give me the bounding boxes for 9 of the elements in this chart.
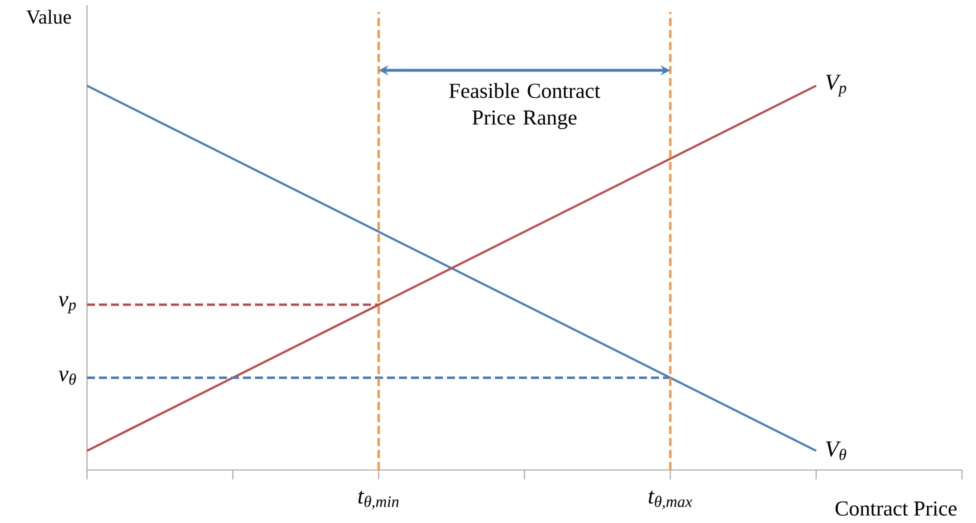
y-axis-title: Value <box>26 10 71 24</box>
annotation: Feasible Contract Price Range <box>449 83 600 130</box>
series-label: v$_{p}$ <box>58 296 76 314</box>
text: t$_{θ,min}$ <box>358 490 399 510</box>
text: t$_{θ,max}$ <box>648 490 692 510</box>
x-axis-title: Contract Price <box>836 501 957 516</box>
series-label: V$_{θ}$ <box>826 442 846 460</box>
series-label: V$_{p}$ <box>826 74 846 97</box>
series-label: v$_{θ}$ <box>58 370 76 385</box>
